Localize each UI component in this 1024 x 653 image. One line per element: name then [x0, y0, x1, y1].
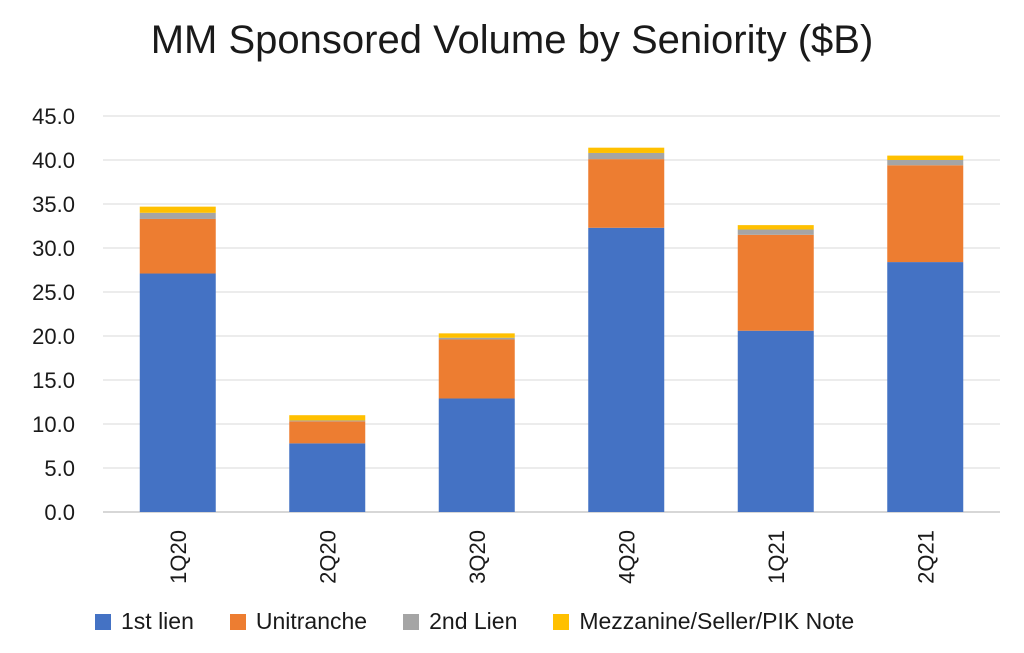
x-tick-label: 3Q20	[465, 530, 490, 584]
bar-segment	[588, 147, 665, 153]
y-tick-label: 0.0	[44, 500, 75, 525]
bar-segment	[588, 227, 665, 512]
legend-item: Unitranche	[229, 608, 368, 635]
bar-segment	[289, 421, 366, 444]
bar-segment	[588, 159, 665, 228]
legend-label: Mezzanine/Seller/PIK Note	[579, 608, 855, 634]
legend-label: 1st lien	[121, 608, 194, 634]
bar-segment	[887, 155, 964, 160]
y-tick-label: 35.0	[32, 192, 75, 217]
chart-legend: 1st lien Unitranche 2nd Lien Mezzanine/Sell…	[95, 608, 854, 635]
bar-segment	[438, 339, 515, 399]
y-tick-label: 30.0	[32, 236, 75, 261]
legend-item: 2nd Lien	[403, 608, 517, 635]
y-tick-label: 40.0	[32, 148, 75, 173]
bar-segment	[139, 273, 216, 512]
legend-swatch	[403, 613, 420, 630]
legend-swatch	[553, 613, 570, 630]
legend-item: Mezzanine/Seller/PIK Note	[553, 608, 854, 635]
bar-segment	[737, 229, 814, 235]
y-tick-label: 25.0	[32, 280, 75, 305]
bar-segment	[588, 152, 665, 160]
legend-label: 2nd Lien	[429, 608, 518, 634]
legend-label: Unitranche	[255, 608, 368, 634]
bar-segment	[289, 443, 366, 512]
bar-segment	[289, 420, 366, 422]
legend-swatch	[229, 613, 246, 630]
bar-segment	[438, 398, 515, 512]
bar-segment	[139, 218, 216, 274]
bar-segment	[139, 206, 216, 213]
bar-segment	[438, 337, 515, 340]
y-tick-label: 5.0	[44, 456, 75, 481]
bar-segment	[737, 330, 814, 512]
bar-segment	[139, 212, 216, 219]
bar-segment	[737, 225, 814, 230]
chart-title: MM Sponsored Volume by Seniority ($B)	[150, 18, 874, 62]
x-tick-label: 2Q20	[315, 530, 340, 584]
y-tick-label: 10.0	[32, 412, 75, 437]
x-tick-label: 2Q21	[913, 530, 938, 584]
y-tick-label: 45.0	[32, 104, 75, 129]
bar-segment	[887, 165, 964, 263]
bar-segment	[737, 234, 814, 331]
bar-segment	[887, 160, 964, 166]
legend-swatch	[95, 613, 111, 630]
y-tick-label: 15.0	[32, 368, 75, 393]
y-tick-label: 20.0	[32, 324, 75, 349]
x-tick-label: 4Q20	[614, 530, 639, 584]
x-tick-label: 1Q21	[764, 530, 789, 584]
legend-item: 1st lien	[95, 608, 194, 635]
bar-segment	[289, 415, 366, 421]
x-tick-label: 1Q20	[166, 530, 191, 584]
bar-segment	[438, 333, 515, 338]
bar-segment	[887, 262, 964, 512]
